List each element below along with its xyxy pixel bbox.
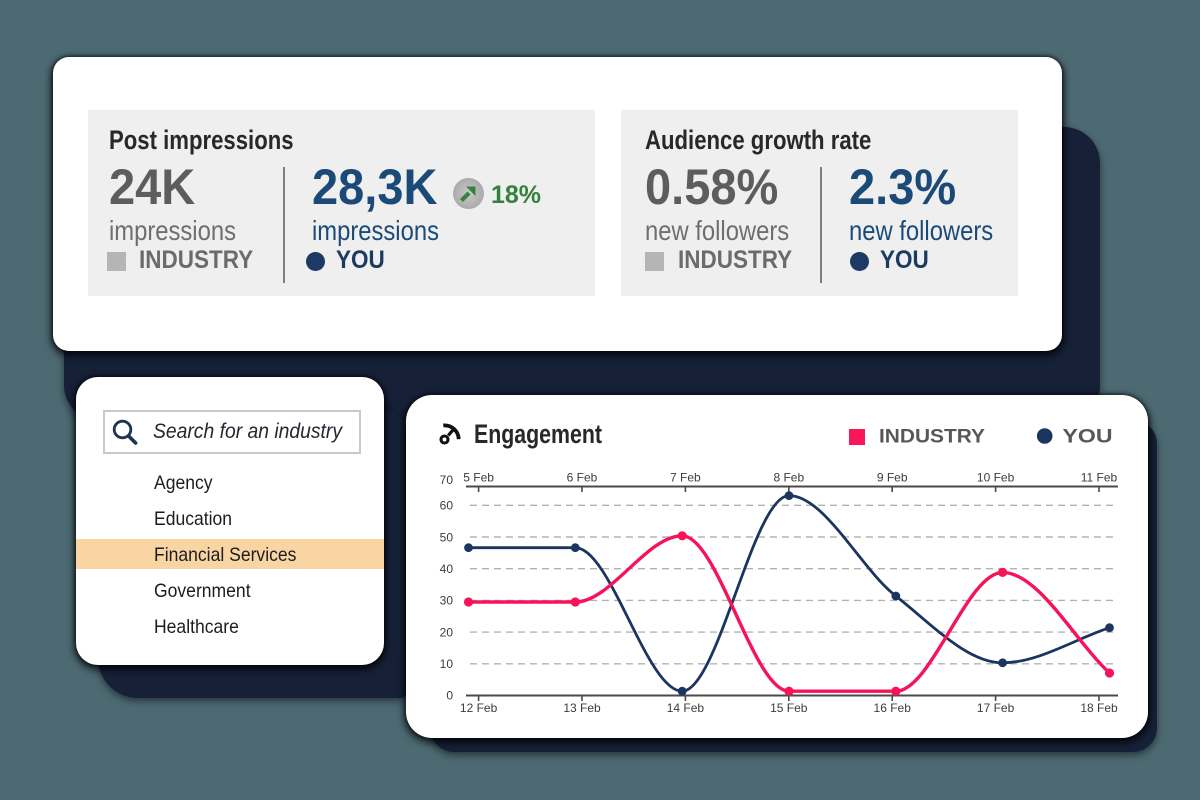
svg-text:8 Feb: 8 Feb (773, 471, 804, 485)
svg-text:7 Feb: 7 Feb (670, 471, 701, 485)
svg-text:YOU: YOU (1063, 426, 1113, 448)
svg-text:14 Feb: 14 Feb (667, 701, 705, 715)
svg-text:13 Feb: 13 Feb (563, 701, 601, 715)
svg-text:10: 10 (440, 657, 454, 671)
svg-text:10 Feb: 10 Feb (977, 471, 1015, 485)
svg-text:Engagement: Engagement (474, 419, 602, 449)
svg-text:40: 40 (440, 562, 454, 576)
svg-text:INDUSTRY: INDUSTRY (879, 426, 985, 448)
svg-text:30: 30 (440, 594, 454, 608)
svg-text:12 Feb: 12 Feb (460, 701, 498, 715)
svg-text:6 Feb: 6 Feb (567, 471, 598, 485)
svg-text:18 Feb: 18 Feb (1080, 701, 1118, 715)
svg-text:17 Feb: 17 Feb (977, 701, 1015, 715)
svg-text:60: 60 (440, 499, 454, 513)
svg-text:16 Feb: 16 Feb (874, 701, 912, 715)
svg-text:5 Feb: 5 Feb (463, 471, 494, 485)
svg-text:15 Feb: 15 Feb (770, 701, 808, 715)
svg-text:0: 0 (446, 689, 453, 703)
svg-text:9 Feb: 9 Feb (877, 471, 908, 485)
svg-text:20: 20 (440, 625, 454, 639)
svg-text:50: 50 (440, 530, 454, 544)
svg-text:70: 70 (440, 473, 454, 487)
svg-text:11 Feb: 11 Feb (1081, 471, 1118, 485)
